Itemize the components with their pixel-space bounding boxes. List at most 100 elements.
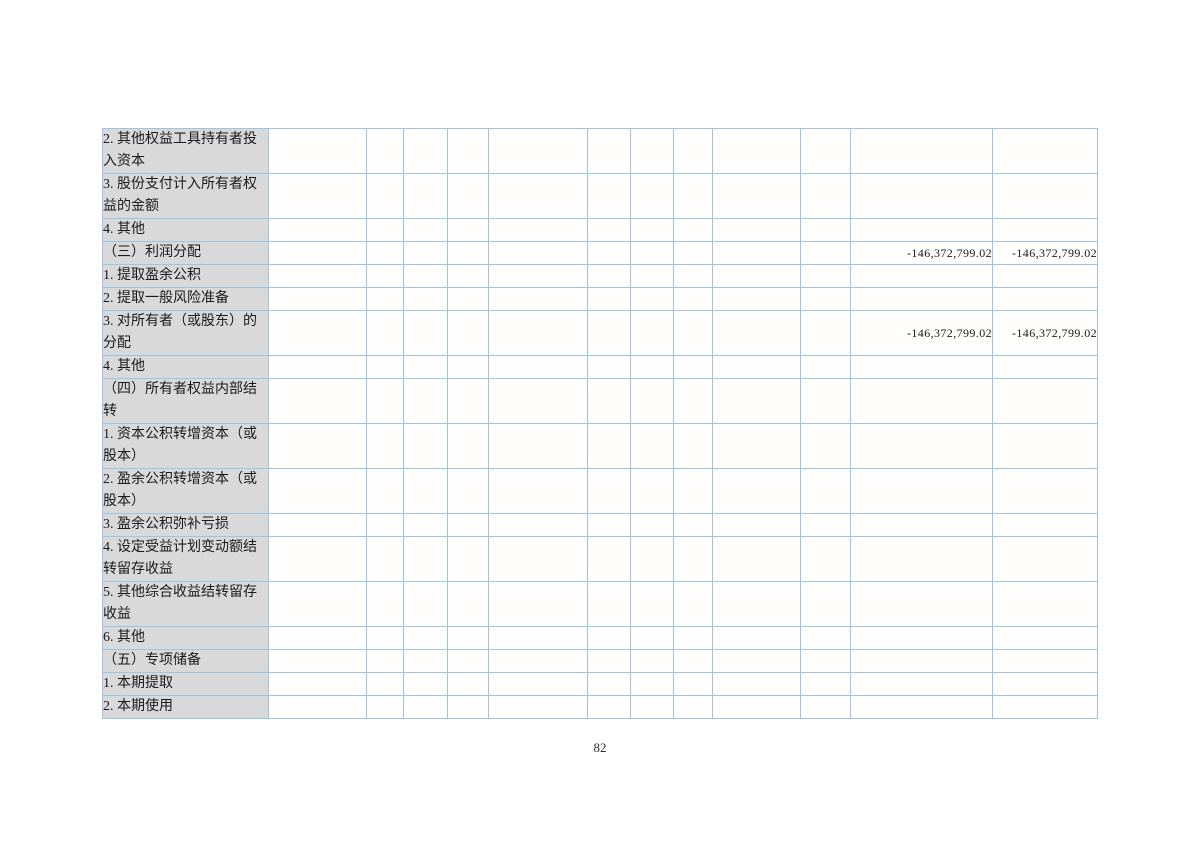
empty-cell <box>268 173 367 219</box>
empty-cell <box>630 378 674 424</box>
empty-cell <box>488 355 588 379</box>
empty-cell <box>992 173 1098 219</box>
empty-cell <box>850 173 993 219</box>
empty-cell <box>712 468 801 514</box>
empty-cell <box>587 173 631 219</box>
empty-cell <box>712 695 801 719</box>
empty-cell <box>268 513 367 537</box>
table-row: 2. 提取一般风险准备 <box>102 287 1098 311</box>
empty-cell <box>992 649 1098 673</box>
empty-cell <box>366 468 404 514</box>
empty-cell <box>587 649 631 673</box>
empty-cell <box>366 310 404 356</box>
empty-cell <box>403 287 448 311</box>
empty-cell <box>488 581 588 627</box>
empty-cell <box>992 468 1098 514</box>
empty-cell <box>447 626 489 650</box>
row-label-cell: 4. 设定受益计划变动额结转留存收益 <box>102 536 269 582</box>
empty-cell <box>800 128 851 174</box>
row-label-cell: 6. 其他 <box>102 626 269 650</box>
empty-cell <box>488 695 588 719</box>
empty-cell <box>712 649 801 673</box>
empty-cell <box>630 649 674 673</box>
empty-cell <box>712 173 801 219</box>
empty-cell <box>403 672 448 696</box>
empty-cell <box>488 513 588 537</box>
empty-cell <box>403 218 448 242</box>
empty-cell <box>630 355 674 379</box>
row-label-cell: 2. 其他权益工具持有者投入资本 <box>102 128 269 174</box>
empty-cell <box>403 626 448 650</box>
empty-cell <box>992 264 1098 288</box>
empty-cell <box>673 173 713 219</box>
empty-cell <box>366 672 404 696</box>
empty-cell <box>447 378 489 424</box>
empty-cell <box>447 128 489 174</box>
empty-cell <box>366 173 404 219</box>
page-number: 82 <box>593 740 607 755</box>
empty-cell <box>403 649 448 673</box>
empty-cell <box>366 287 404 311</box>
empty-cell <box>800 218 851 242</box>
table-row: 2. 本期使用 <box>102 695 1098 719</box>
empty-cell <box>850 536 993 582</box>
empty-cell <box>850 423 993 469</box>
empty-cell <box>850 513 993 537</box>
empty-cell <box>673 513 713 537</box>
empty-cell <box>268 355 367 379</box>
empty-cell <box>850 649 993 673</box>
empty-cell <box>850 287 993 311</box>
empty-cell <box>800 536 851 582</box>
empty-cell <box>587 218 631 242</box>
table-row: 1. 提取盈余公积 <box>102 264 1098 288</box>
empty-cell <box>800 672 851 696</box>
empty-cell <box>366 581 404 627</box>
empty-cell <box>800 513 851 537</box>
row-label-cell: 1. 本期提取 <box>102 672 269 696</box>
empty-cell <box>488 468 588 514</box>
empty-cell <box>992 355 1098 379</box>
empty-cell <box>447 241 489 265</box>
empty-cell <box>800 468 851 514</box>
empty-cell <box>488 173 588 219</box>
empty-cell <box>712 264 801 288</box>
empty-cell <box>447 536 489 582</box>
empty-cell <box>630 672 674 696</box>
empty-cell <box>673 264 713 288</box>
empty-cell <box>488 536 588 582</box>
empty-cell <box>630 310 674 356</box>
amount-cell: -146,372,799.02 <box>850 310 993 356</box>
row-label-cell: 1. 提取盈余公积 <box>102 264 269 288</box>
row-label-cell: 2. 盈余公积转增资本（或股本） <box>102 468 269 514</box>
row-label-cell: 2. 本期使用 <box>102 695 269 719</box>
empty-cell <box>366 513 404 537</box>
empty-cell <box>587 513 631 537</box>
empty-cell <box>366 264 404 288</box>
empty-cell <box>587 536 631 582</box>
empty-cell <box>447 513 489 537</box>
amount-cell: -146,372,799.02 <box>850 241 993 265</box>
empty-cell <box>673 581 713 627</box>
empty-cell <box>447 649 489 673</box>
empty-cell <box>673 423 713 469</box>
empty-cell <box>587 695 631 719</box>
empty-cell <box>850 378 993 424</box>
empty-cell <box>992 626 1098 650</box>
empty-cell <box>992 128 1098 174</box>
empty-cell <box>366 241 404 265</box>
empty-cell <box>630 241 674 265</box>
empty-cell <box>630 695 674 719</box>
empty-cell <box>366 128 404 174</box>
empty-cell <box>587 672 631 696</box>
empty-cell <box>447 423 489 469</box>
empty-cell <box>488 378 588 424</box>
empty-cell <box>850 581 993 627</box>
empty-cell <box>630 264 674 288</box>
empty-cell <box>992 287 1098 311</box>
table-row: 3. 盈余公积弥补亏损 <box>102 513 1098 537</box>
empty-cell <box>712 581 801 627</box>
empty-cell <box>673 241 713 265</box>
empty-cell <box>673 378 713 424</box>
empty-cell <box>447 695 489 719</box>
